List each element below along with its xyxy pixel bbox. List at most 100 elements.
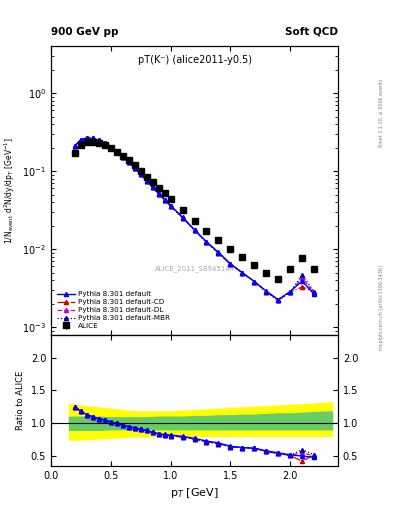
Pythia 8.301 default-MBR: [79, 137, 83, 143]
Pythia 8.301 default-CD: [127, 159, 131, 165]
Pythia 8.301 default-DL: [97, 137, 101, 143]
Pythia 8.301 default-CD: [103, 140, 107, 146]
Pythia 8.301 default: [151, 184, 155, 190]
Pythia 8.301 default-CD: [156, 190, 161, 197]
Pythia 8.301 default-CD: [138, 171, 143, 177]
Pythia 8.301 default-MBR: [288, 289, 292, 295]
Pythia 8.301 default-MBR: [108, 144, 113, 151]
Pythia 8.301 default: [84, 135, 89, 141]
Pythia 8.301 default-DL: [312, 290, 316, 296]
Pythia 8.301 default-CD: [300, 284, 305, 290]
Pythia 8.301 default: [97, 137, 101, 143]
Pythia 8.301 default-MBR: [90, 135, 95, 141]
Pythia 8.301 default-MBR: [156, 190, 161, 197]
Pythia 8.301 default-DL: [240, 270, 245, 276]
Pythia 8.301 default-DL: [168, 203, 173, 209]
Pythia 8.301 default-CD: [204, 239, 209, 245]
Pythia 8.301 default-MBR: [162, 197, 167, 203]
Pythia 8.301 default: [156, 190, 161, 197]
Pythia 8.301 default-DL: [228, 261, 233, 267]
Pythia 8.301 default: [264, 288, 269, 294]
Pythia 8.301 default-CD: [73, 142, 77, 148]
Text: 900 GeV pp: 900 GeV pp: [51, 27, 119, 37]
Pythia 8.301 default: [240, 270, 245, 276]
Pythia 8.301 default: [168, 203, 173, 209]
Line: Pythia 8.301 default-MBR: Pythia 8.301 default-MBR: [73, 136, 316, 302]
Text: pT(K⁻) (alice2011-y0.5): pT(K⁻) (alice2011-y0.5): [138, 55, 252, 65]
Pythia 8.301 default-MBR: [300, 272, 305, 278]
Pythia 8.301 default-MBR: [180, 215, 185, 221]
Pythia 8.301 default: [103, 140, 107, 146]
Pythia 8.301 default: [192, 227, 197, 233]
Text: mcplots.cern.ch [arXiv:1306.3436]: mcplots.cern.ch [arXiv:1306.3436]: [379, 265, 384, 350]
Pythia 8.301 default: [144, 178, 149, 184]
Pythia 8.301 default-CD: [240, 270, 245, 276]
Pythia 8.301 default-CD: [97, 137, 101, 143]
Pythia 8.301 default-CD: [144, 178, 149, 184]
Pythia 8.301 default-CD: [180, 215, 185, 221]
Pythia 8.301 default-DL: [138, 171, 143, 177]
Pythia 8.301 default-CD: [312, 288, 316, 294]
Pythia 8.301 default-DL: [90, 135, 95, 141]
Pythia 8.301 default-DL: [276, 297, 281, 303]
Line: Pythia 8.301 default-DL: Pythia 8.301 default-DL: [73, 136, 316, 302]
Pythia 8.301 default-MBR: [276, 297, 281, 303]
Pythia 8.301 default-MBR: [312, 288, 316, 294]
Pythia 8.301 default-MBR: [127, 159, 131, 165]
Pythia 8.301 default-CD: [288, 289, 292, 295]
Pythia 8.301 default-MBR: [84, 135, 89, 141]
Pythia 8.301 default: [108, 144, 113, 151]
Pythia 8.301 default-DL: [132, 165, 137, 171]
Legend: Pythia 8.301 default, Pythia 8.301 default-CD, Pythia 8.301 default-DL, Pythia 8: Pythia 8.301 default, Pythia 8.301 defau…: [55, 289, 172, 331]
Pythia 8.301 default-MBR: [114, 148, 119, 155]
Pythia 8.301 default-DL: [180, 215, 185, 221]
Pythia 8.301 default-DL: [204, 239, 209, 245]
X-axis label: p$_T$ [GeV]: p$_T$ [GeV]: [170, 486, 219, 500]
Pythia 8.301 default-MBR: [73, 142, 77, 148]
Pythia 8.301 default-CD: [79, 137, 83, 143]
Pythia 8.301 default-DL: [84, 135, 89, 141]
Pythia 8.301 default-DL: [216, 250, 221, 256]
Pythia 8.301 default-DL: [127, 159, 131, 165]
Pythia 8.301 default: [79, 137, 83, 143]
Pythia 8.301 default-DL: [162, 197, 167, 203]
Pythia 8.301 default-MBR: [240, 270, 245, 276]
Y-axis label: 1/N$_{\sf event}$ d$^2$N/dy/dp$_T$ [GeV$^{-1}$]: 1/N$_{\sf event}$ d$^2$N/dy/dp$_T$ [GeV$…: [2, 137, 17, 244]
Pythia 8.301 default-MBR: [264, 289, 269, 295]
Pythia 8.301 default-DL: [300, 275, 305, 281]
Pythia 8.301 default-DL: [288, 289, 292, 295]
Pythia 8.301 default-MBR: [132, 165, 137, 171]
Pythia 8.301 default-CD: [120, 154, 125, 160]
Text: ALICE_2011_S8945144: ALICE_2011_S8945144: [154, 265, 235, 272]
Pythia 8.301 default-DL: [120, 154, 125, 160]
Pythia 8.301 default: [120, 154, 125, 160]
Pythia 8.301 default-CD: [264, 289, 269, 295]
Pythia 8.301 default: [216, 249, 221, 255]
Pythia 8.301 default: [180, 214, 185, 220]
Pythia 8.301 default-MBR: [151, 184, 155, 190]
Pythia 8.301 default-MBR: [168, 203, 173, 209]
Pythia 8.301 default: [312, 291, 316, 297]
Pythia 8.301 default: [127, 159, 131, 165]
Pythia 8.301 default-DL: [79, 137, 83, 143]
Text: Soft QCD: Soft QCD: [285, 27, 338, 37]
Pythia 8.301 default-DL: [114, 148, 119, 155]
Pythia 8.301 default: [132, 165, 137, 171]
Pythia 8.301 default-DL: [151, 184, 155, 190]
Pythia 8.301 default-DL: [73, 142, 77, 148]
Pythia 8.301 default: [288, 288, 292, 294]
Pythia 8.301 default-DL: [156, 190, 161, 197]
Pythia 8.301 default: [114, 148, 119, 155]
Pythia 8.301 default: [228, 261, 233, 267]
Pythia 8.301 default-CD: [151, 184, 155, 190]
Pythia 8.301 default-MBR: [216, 250, 221, 256]
Pythia 8.301 default: [162, 197, 167, 203]
Pythia 8.301 default: [204, 239, 209, 245]
Pythia 8.301 default-MBR: [204, 239, 209, 245]
Pythia 8.301 default-CD: [108, 144, 113, 151]
Pythia 8.301 default-CD: [192, 227, 197, 233]
Pythia 8.301 default-MBR: [144, 178, 149, 184]
Pythia 8.301 default-MBR: [97, 137, 101, 143]
Pythia 8.301 default-CD: [168, 203, 173, 209]
Pythia 8.301 default-MBR: [192, 227, 197, 233]
